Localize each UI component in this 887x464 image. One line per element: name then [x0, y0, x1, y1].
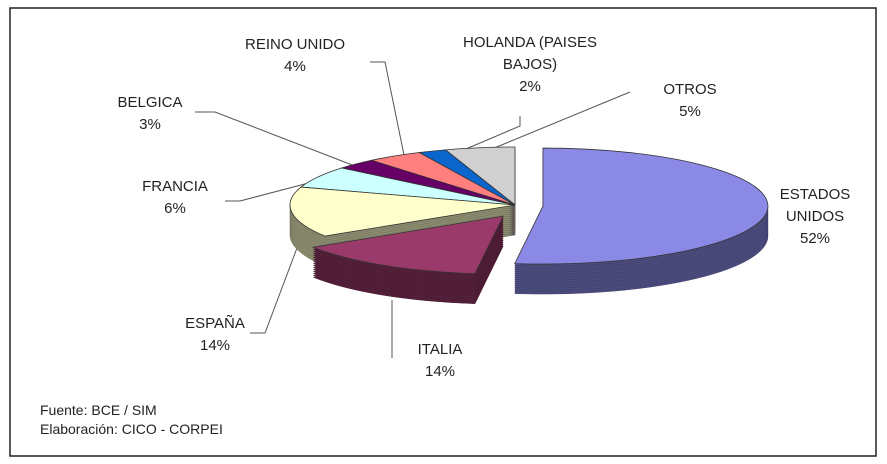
category-label: REINO UNIDO — [244, 36, 345, 53]
slice-label: REINO UNIDO 4% — [225, 34, 365, 78]
slice-label: ITALIA 14% — [380, 339, 500, 383]
category-label: ESPAÑA — [185, 315, 245, 332]
value-label: 14% — [424, 363, 456, 380]
slice-label: OTROS 5% — [640, 79, 740, 123]
slice-label: HOLANDA (PAISES BAJOS) 2% — [455, 32, 605, 98]
source: Fuente: BCE / SIM — [40, 402, 157, 418]
value-label: 3% — [139, 116, 161, 133]
value-label: 52% — [799, 230, 831, 247]
category-label: BELGICA — [117, 94, 183, 111]
value-label: 5% — [679, 103, 701, 120]
value-label: 4% — [284, 58, 306, 75]
slice-label: ESTADOS UNIDOS 52% — [765, 184, 865, 250]
category-label: ESTADOS UNIDOS — [779, 186, 851, 225]
value-label: 6% — [164, 200, 186, 217]
value-label: 14% — [199, 337, 231, 354]
category-label: HOLANDA (PAISES BAJOS) — [463, 34, 597, 73]
category-label: OTROS — [663, 81, 717, 98]
frame — [9, 7, 877, 457]
slice-label: ESPAÑA 14% — [155, 313, 275, 357]
value-label: 2% — [519, 78, 541, 95]
category-label: FRANCIA — [142, 178, 208, 195]
slice — [289, 186, 516, 237]
slice-label: BELGICA 3% — [90, 92, 210, 136]
slice — [311, 215, 504, 275]
slice — [514, 147, 769, 265]
slice-label: FRANCIA 6% — [115, 176, 235, 220]
category-label: ITALIA — [417, 341, 463, 358]
credit: Elaboración: CICO - CORPEI — [40, 421, 223, 437]
